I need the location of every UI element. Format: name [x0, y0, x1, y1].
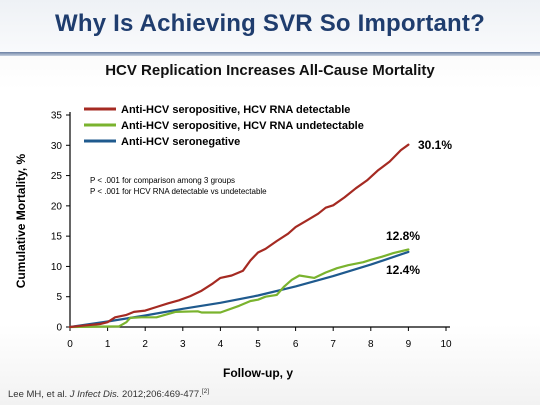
x-tick-label: 0	[67, 339, 73, 350]
y-tick-label: 35	[51, 111, 63, 122]
legend-label: Anti-HCV seropositive, HCV RNA detectabl…	[121, 104, 350, 116]
y-tick-label: 0	[56, 323, 62, 334]
title-bar	[0, 0, 540, 52]
y-tick-label: 25	[51, 171, 63, 182]
y-axis-label: Cumulative Mortality, %	[14, 153, 28, 288]
citation-authors: Lee MH, et al.	[8, 389, 70, 401]
x-tick-label: 10	[440, 339, 452, 350]
citation-ref: [2]	[201, 388, 210, 395]
x-tick-label: 5	[255, 339, 261, 350]
x-tick-label: 3	[180, 339, 186, 350]
y-tick-label: 30	[51, 141, 63, 152]
series-line	[68, 250, 410, 329]
y-tick-label: 15	[51, 232, 63, 243]
legend-label: Anti-HCV seropositive, HCV RNA undetecta…	[121, 120, 364, 132]
x-tick-label: 8	[368, 339, 374, 350]
series-line	[68, 143, 410, 329]
p-value-note: P < .001 for comparison among 3 groups	[90, 176, 235, 185]
end-value-label: 12.4%	[386, 263, 420, 277]
chart-subtitle: HCV Replication Increases All-Cause Mort…	[105, 62, 435, 79]
x-tick-label: 6	[293, 339, 299, 350]
p-value-note: P < .001 for HCV RNA detectable vs undet…	[90, 187, 267, 196]
series-lines	[68, 143, 410, 329]
x-tick-label: 2	[142, 339, 148, 350]
x-tick-label: 9	[406, 339, 412, 350]
p-value-annotations: P < .001 for comparison among 3 groups P …	[90, 176, 267, 196]
citation-journal: J Infect Dis.	[69, 389, 120, 401]
y-tick-label: 20	[51, 201, 63, 212]
slide-title: Why Is Achieving SVR So Important?	[55, 10, 485, 37]
legend: Anti-HCV seropositive, HCV RNA detectabl…	[84, 104, 364, 148]
x-tick-label: 1	[105, 339, 111, 350]
title-divider	[0, 52, 540, 56]
legend-label: Anti-HCV seronegative	[121, 136, 240, 148]
y-tick-label: 10	[51, 262, 63, 273]
end-value-label: 30.1%	[418, 138, 452, 152]
y-tick-label: 5	[56, 292, 62, 303]
x-tick-label: 4	[218, 339, 224, 350]
end-labels: 30.1% 12.8% 12.4%	[386, 138, 452, 277]
axes: 0 5 10 15 20 25 30 35 0 1 2 3 4 5 6 7 8 9 10 Follow-up, y Cu…	[14, 111, 452, 381]
citation-details: 2012;206:469-477.	[119, 389, 202, 401]
x-axis-label: Follow-up, y	[223, 366, 293, 380]
citation: Lee MH, et al. J Infect Dis. 2012;206:46…	[8, 388, 209, 400]
end-value-label: 12.8%	[386, 229, 420, 243]
series-line	[68, 248, 410, 329]
x-tick-label: 7	[330, 339, 336, 350]
